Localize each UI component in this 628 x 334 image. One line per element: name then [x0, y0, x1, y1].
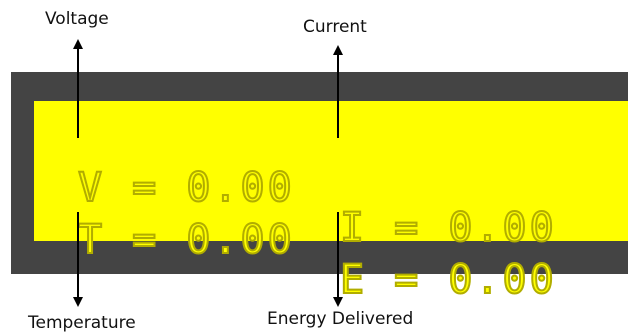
lcd-screen: V = 0.00 I = 0.00 T = 0.00 E = 0.00	[34, 101, 628, 301]
energy-delivered-label: Energy Delivered	[267, 309, 414, 329]
energy-readout: E = 0.00	[339, 257, 557, 303]
lcd-row-2: T = 0.00 E = 0.00	[77, 180, 555, 334]
lcd-row-1: V = 0.00 I = 0.00	[77, 128, 555, 288]
voltage-label: Voltage	[45, 9, 109, 29]
current-label: Current	[303, 17, 367, 37]
lcd-bezel: V = 0.00 I = 0.00 T = 0.00 E = 0.00	[11, 72, 628, 301]
current-readout: I = 0.00	[339, 205, 557, 251]
voltage-readout: V = 0.00	[77, 165, 295, 211]
temperature-label: Temperature	[28, 313, 136, 333]
temperature-readout: T = 0.00	[77, 217, 295, 263]
